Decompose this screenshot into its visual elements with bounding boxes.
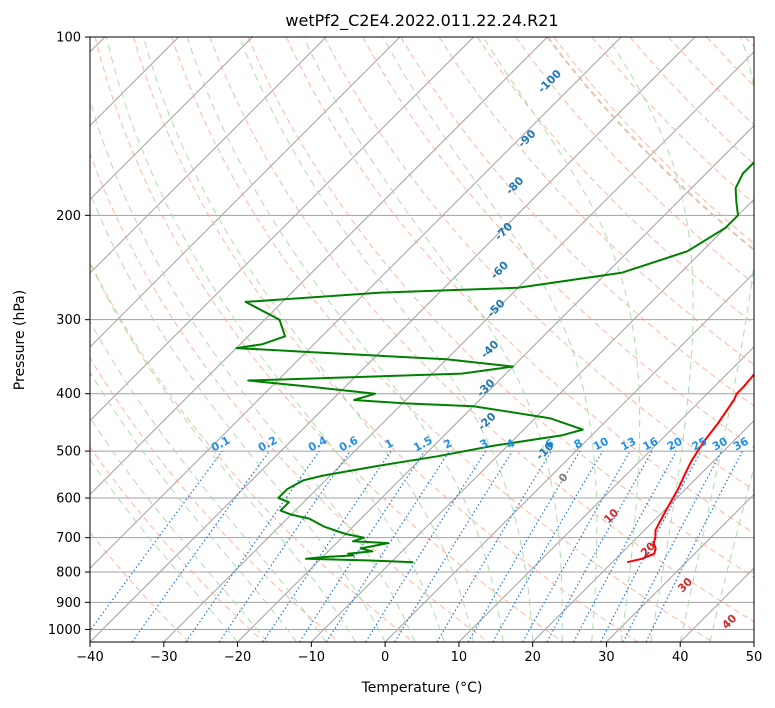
mixing-ratio-line xyxy=(131,450,270,642)
isotherm-line xyxy=(90,37,475,422)
y-axis-label: Pressure (hPa) xyxy=(12,290,28,390)
moist-adiabat-line xyxy=(679,37,754,642)
mixing-ratio-line xyxy=(185,450,320,642)
isotherm-line xyxy=(384,272,754,642)
mixing-ratio-line xyxy=(299,450,426,642)
mixing-ratio-label: 36 xyxy=(731,435,751,454)
moist-adiabat-line xyxy=(90,416,268,642)
dewpoint-profile-line xyxy=(235,160,754,564)
mixing-ratio-label: 16 xyxy=(641,435,661,454)
moist-adiabat-line xyxy=(142,37,475,642)
dry-adiabat-line xyxy=(476,37,754,325)
mixing-ratio-line xyxy=(522,450,631,642)
mixing-ratio-line xyxy=(394,450,513,642)
x-tick-label: −40 xyxy=(76,650,103,665)
dry-adiabat-line xyxy=(90,356,339,642)
moist-adiabat-line xyxy=(105,37,445,642)
isotherm-line xyxy=(532,419,754,642)
x-tick-label: −10 xyxy=(298,650,325,665)
dry-adiabat-line xyxy=(285,37,754,535)
dry-adiabat-line xyxy=(90,260,414,642)
dry-adiabat-line xyxy=(438,37,754,366)
dry-adiabat-line xyxy=(247,37,754,578)
mixing-ratio-line xyxy=(572,450,677,642)
isotherm-line xyxy=(163,51,754,642)
moist-adiabat-line xyxy=(90,262,357,642)
isotherm-line xyxy=(237,124,754,642)
dry-adiabat-line xyxy=(515,37,754,285)
x-tick-label: 0 xyxy=(381,650,389,665)
moist-adiabat-line xyxy=(239,37,534,642)
x-tick-label: 20 xyxy=(524,650,541,665)
y-tick-label: 500 xyxy=(56,445,81,460)
x-tick-label: 50 xyxy=(746,650,763,665)
isotherm-line xyxy=(90,37,327,274)
profile-lines xyxy=(235,160,754,564)
dry-adiabat-line xyxy=(171,37,713,642)
mixing-ratio-label: 25 xyxy=(690,435,710,454)
x-tick-label: 30 xyxy=(598,650,615,665)
moist-adiabat-line xyxy=(90,371,297,642)
mixing-ratio-line xyxy=(546,450,653,642)
moist-adiabat-line xyxy=(709,465,754,642)
temperature-profile-line xyxy=(626,372,754,564)
mixing-ratio-label: 20 xyxy=(665,435,685,454)
dry-adiabat-line xyxy=(90,446,265,642)
isotherm-line xyxy=(606,493,754,642)
dry-adiabat-line xyxy=(209,37,754,623)
y-tick-label: 600 xyxy=(56,492,81,507)
y-tick-label: 300 xyxy=(56,313,81,328)
isotherm-line xyxy=(90,37,622,569)
y-tick-label: 700 xyxy=(56,531,81,546)
background-lines xyxy=(90,37,754,642)
axis-ticks: −40 −30 −20 −10 0 10 20 30 40 50 100 200 300 400 500 60… xyxy=(48,31,762,666)
moist-adiabat-line xyxy=(482,37,641,642)
dry-adiabat-line xyxy=(323,37,754,491)
y-tick-label: 400 xyxy=(56,387,81,402)
y-tick-label: 800 xyxy=(56,566,81,581)
isotherm-line xyxy=(90,37,253,201)
mixing-ratio-line xyxy=(262,450,392,642)
x-tick-label: 10 xyxy=(451,650,468,665)
mixing-ratio-label: 10 xyxy=(591,435,611,454)
x-axis-label: Temperature (°C) xyxy=(361,680,483,696)
y-tick-label: 900 xyxy=(56,596,81,611)
moist-adiabat-line xyxy=(607,37,694,642)
mixing-ratio-line xyxy=(325,450,450,642)
dry-adiabat-line xyxy=(90,152,489,642)
dry-adiabat-line xyxy=(132,37,639,642)
plot-frame xyxy=(89,36,755,643)
mixing-ratio-label: 13 xyxy=(619,435,639,454)
chart-title: wetPf2_C2E4.2022.011.22.24.R21 xyxy=(285,11,558,31)
plot-background xyxy=(90,37,754,642)
isotherm-line xyxy=(458,346,754,642)
moist-adiabat-line xyxy=(90,458,238,642)
moist-adiabat-line xyxy=(382,37,598,642)
mixing-ratio-line xyxy=(645,450,744,642)
mixing-ratio-line xyxy=(90,450,223,632)
mixing-ratio-line xyxy=(218,450,351,642)
x-tick-label: 40 xyxy=(672,650,689,665)
moist-adiabat-line xyxy=(186,37,504,642)
x-tick-label: −20 xyxy=(224,650,251,665)
moist-adiabat-line xyxy=(90,320,327,642)
isotherm-line xyxy=(90,37,696,642)
dry-adiabat-line xyxy=(94,37,564,642)
isotherm-line xyxy=(90,37,548,496)
moist-adiabat-line xyxy=(90,99,416,642)
mixing-ratio-label: 30 xyxy=(710,435,730,454)
x-tick-label: −30 xyxy=(150,650,177,665)
y-tick-label: 100 xyxy=(56,31,81,46)
moist-adiabat-line xyxy=(90,191,386,642)
isotherm-line xyxy=(90,37,401,348)
y-tick-label: 1000 xyxy=(48,623,81,638)
y-tick-label: 200 xyxy=(56,209,81,224)
moist-adiabat-line xyxy=(303,37,563,642)
